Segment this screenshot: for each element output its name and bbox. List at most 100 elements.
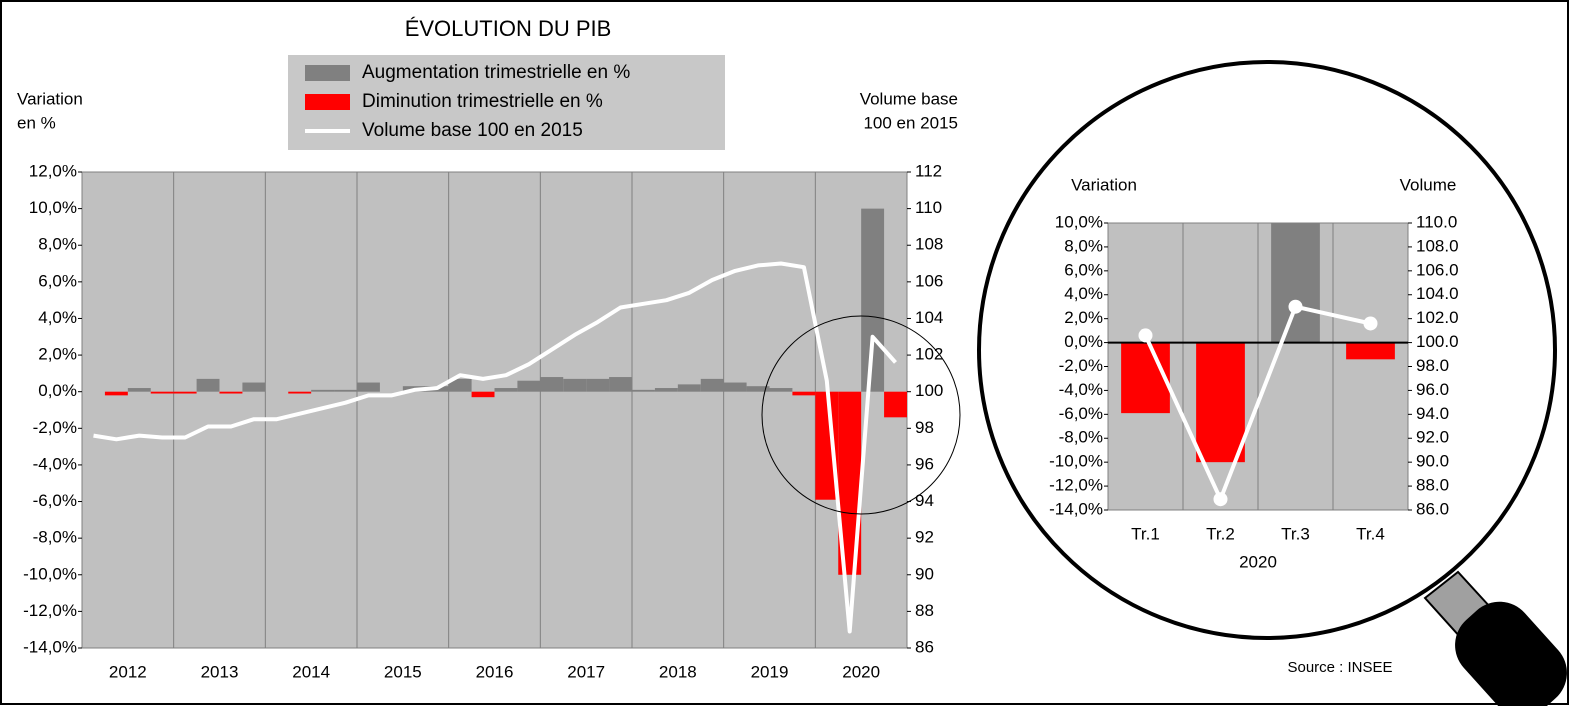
legend: Augmentation trimestrielle en % Diminutio…	[288, 55, 725, 150]
bar	[357, 382, 380, 392]
y2-tick-label: 104	[915, 308, 943, 327]
y-tick-label: 8,0%	[38, 235, 77, 254]
y-tick-label: 4,0%	[38, 308, 77, 327]
bar	[632, 389, 655, 392]
y2-tick-label: 102.0	[1416, 308, 1459, 327]
line-marker	[1138, 328, 1153, 343]
y2-tick-label: 106.0	[1416, 260, 1459, 279]
y2-tick-label: 92	[915, 528, 934, 547]
bar	[288, 391, 312, 394]
bar	[494, 388, 518, 392]
y-tick-label: -8,0%	[1059, 428, 1103, 447]
bar	[1196, 342, 1245, 463]
y2-tick-label: 108.0	[1416, 236, 1459, 255]
bar	[242, 382, 266, 392]
bar	[1346, 342, 1395, 360]
bar	[1121, 342, 1170, 414]
bar	[540, 377, 564, 392]
y-axis-label: Variation	[17, 89, 83, 108]
y-tick-label: 0,0%	[38, 381, 77, 400]
bar	[677, 384, 701, 392]
y-tick-label: -2,0%	[33, 418, 77, 437]
bar	[700, 378, 724, 392]
y-tick-label: -12,0%	[23, 601, 77, 620]
bar	[586, 378, 610, 392]
y-tick-label: 6,0%	[38, 271, 77, 290]
y-tick-label: 8,0%	[1064, 236, 1103, 255]
x-tick-label: 2019	[751, 662, 789, 681]
x-tick-label: 2018	[659, 662, 697, 681]
line-marker	[1213, 492, 1228, 507]
y-tick-label: -10,0%	[1049, 452, 1103, 471]
legend-box	[288, 55, 725, 150]
y2-tick-label: 102	[915, 345, 943, 364]
y2-tick-label: 90	[915, 564, 934, 583]
x-tick-label: Tr.3	[1281, 524, 1310, 543]
bar	[196, 378, 220, 392]
x-tick-label: 2020	[842, 662, 880, 681]
y2-tick-label: 94.0	[1416, 404, 1449, 423]
x-tick-label: 2017	[567, 662, 605, 681]
y2-tick-label: 96.0	[1416, 380, 1449, 399]
y-tick-label: 10,0%	[29, 198, 77, 217]
legend-label: Volume base 100 en 2015	[362, 120, 583, 141]
zoom-circle	[761, 315, 961, 515]
y-tick-label: 2,0%	[1064, 308, 1103, 327]
legend-swatch	[305, 94, 350, 110]
bar	[815, 391, 839, 500]
legend-swatch	[305, 65, 350, 81]
line-marker	[1363, 316, 1378, 331]
bar	[769, 388, 793, 392]
y2-tick-label: 92.0	[1416, 428, 1449, 447]
x-tick-label: Tr.2	[1206, 524, 1235, 543]
x-tick-label: 2013	[201, 662, 239, 681]
bar	[127, 388, 151, 392]
y-axis-label: Variation	[1071, 175, 1137, 194]
bar	[861, 208, 885, 392]
y-tick-label: 2,0%	[38, 345, 77, 364]
bar	[838, 391, 862, 575]
zoom-chart: -14,0% -12,0% -10,0% -8,0% -6,0% -4,0% -2,0% 0,…	[1049, 175, 1458, 571]
y2-tick-label: 110	[915, 198, 942, 217]
line	[93, 261, 897, 634]
x-tick-label: Tr.4	[1356, 524, 1385, 543]
y-tick-label: 12,0%	[29, 161, 77, 180]
y2-tick-label: 98.0	[1416, 356, 1449, 375]
y-tick-label: -2,0%	[1059, 356, 1103, 375]
main-chart: -14,0% -12,0% -10,0% -8,0% -6,0% -4,0% -2,0% 0,…	[17, 55, 958, 681]
y-tick-label: 4,0%	[1064, 284, 1103, 303]
y2-tick-label: 96	[915, 454, 934, 473]
bar	[792, 391, 816, 396]
y-tick-label: -14,0%	[23, 637, 77, 656]
x-tick-label: 2014	[292, 662, 330, 681]
y2-tick-label: 108	[915, 235, 943, 254]
y2-tick-label: 88	[915, 601, 934, 620]
y2-tick-label: 106	[915, 271, 943, 290]
y-tick-label: -12,0%	[1049, 476, 1103, 495]
y-tick-label: -14,0%	[1049, 499, 1103, 518]
bar	[311, 389, 335, 392]
bar	[1271, 223, 1320, 343]
y2-axis-label: Volume	[1400, 175, 1457, 194]
y-tick-label: -4,0%	[1059, 380, 1103, 399]
x-tick-label: Tr.1	[1131, 524, 1160, 543]
bar	[150, 391, 174, 394]
y-tick-label: 6,0%	[1064, 260, 1103, 279]
plot-area	[81, 171, 908, 649]
y-tick-label: -6,0%	[1059, 404, 1103, 423]
y2-tick-label: 90.0	[1416, 452, 1449, 471]
bar	[334, 389, 357, 392]
y2-axis-label: 100 en 2015	[863, 113, 958, 132]
magnifier-handle	[1455, 601, 1567, 706]
x-tick-label: 2012	[109, 662, 147, 681]
bar	[746, 386, 770, 392]
legend-label: Diminution trimestrielle en %	[362, 91, 603, 112]
y2-tick-label: 98	[915, 418, 934, 437]
x-tick-label: 2016	[476, 662, 514, 681]
bar	[173, 391, 197, 394]
y2-tick-label: 100	[915, 381, 943, 400]
bar	[654, 388, 678, 392]
y2-tick-label: 86	[915, 637, 934, 656]
y2-tick-label: 100.0	[1416, 332, 1459, 351]
y-tick-label: -6,0%	[33, 491, 77, 510]
